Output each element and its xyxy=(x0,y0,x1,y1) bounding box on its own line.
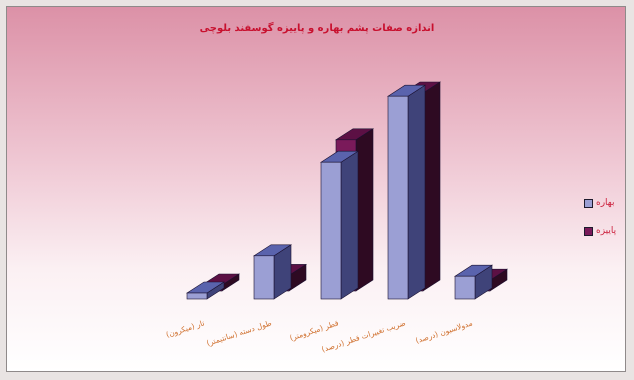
category-label-2: قطر (میکرومتر) xyxy=(289,318,340,342)
category-label-0: تار (میکرون) xyxy=(165,318,206,339)
legend-swatch-autumn xyxy=(584,227,593,236)
bar-spring-4 xyxy=(453,264,494,300)
bars-group xyxy=(185,81,509,300)
category-labels: تار (میکرون) طول دسته (سانتیمتر) قطر (میکر… xyxy=(165,318,474,354)
bar-spring-2 xyxy=(319,150,360,300)
legend-swatch-spring xyxy=(584,199,593,208)
legend-label-spring: بهاره xyxy=(596,198,615,208)
category-label-1: طول دسته (سانتیمتر) xyxy=(205,318,272,348)
bar-chart: تار (میکرون) طول دسته (سانتیمتر) قطر (میکر… xyxy=(165,81,509,354)
chart-frame: تار (میکرون) طول دسته (سانتیمتر) قطر (میکر… xyxy=(6,6,626,372)
category-label-4: مدولاسیون (درصد) xyxy=(414,318,473,345)
legend-label-autumn: پاییزه xyxy=(596,226,617,236)
bar-spring-1 xyxy=(252,244,293,300)
bar-spring-0 xyxy=(185,281,226,300)
bar-spring-3 xyxy=(386,84,427,300)
chart-title: اندازه صفات پشم بهاره و پاییزه گوسفند بل… xyxy=(199,23,435,34)
